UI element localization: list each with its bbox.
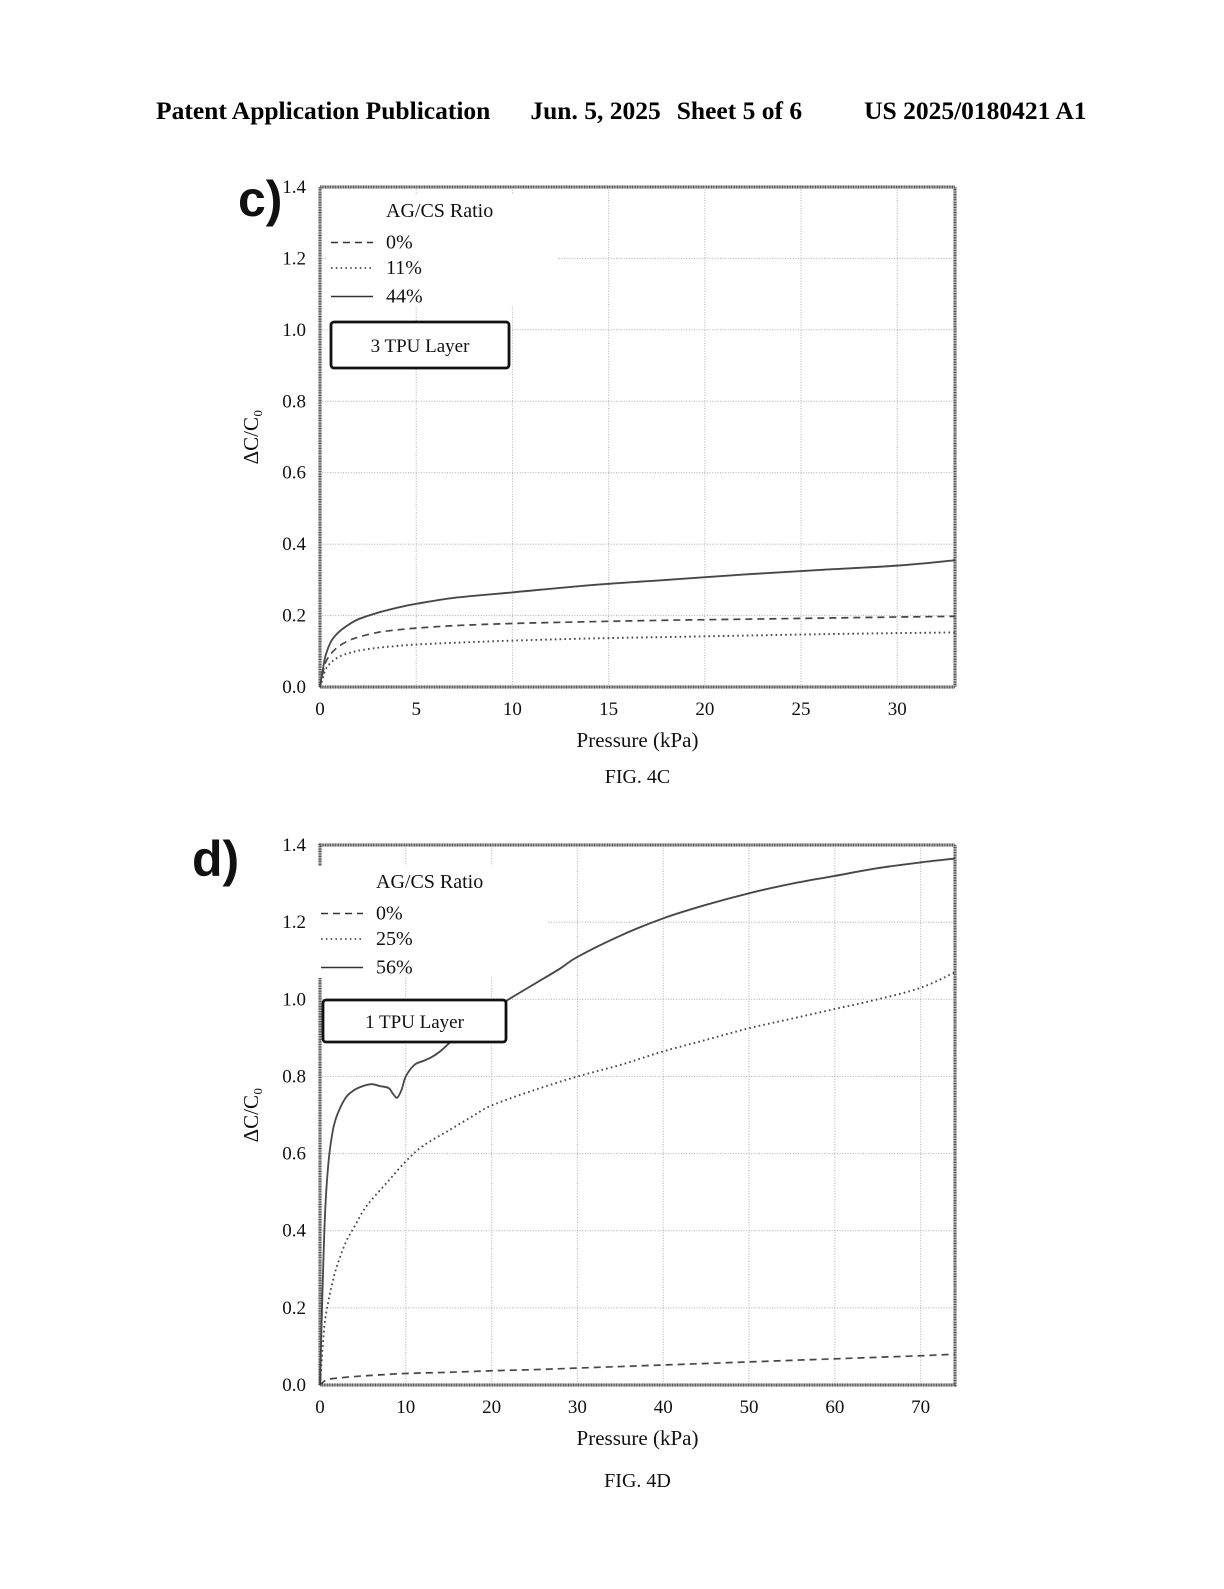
svg-text:AG/CS Ratio: AG/CS Ratio — [376, 871, 483, 893]
svg-text:1.0: 1.0 — [282, 989, 306, 1010]
svg-text:0.8: 0.8 — [282, 1066, 306, 1087]
svg-text:1.2: 1.2 — [282, 912, 306, 933]
svg-text:56%: 56% — [376, 957, 413, 979]
svg-text:FIG. 4D: FIG. 4D — [604, 1470, 671, 1492]
svg-text:0.6: 0.6 — [282, 1144, 306, 1165]
svg-text:0.4: 0.4 — [282, 1221, 306, 1242]
svg-text:60: 60 — [825, 1397, 844, 1418]
svg-text:25%: 25% — [376, 928, 413, 950]
svg-text:70: 70 — [911, 1397, 930, 1418]
svg-text:10: 10 — [396, 1397, 415, 1418]
svg-text:1 TPU Layer: 1 TPU Layer — [365, 1012, 465, 1033]
svg-text:30: 30 — [568, 1397, 587, 1418]
svg-text:0: 0 — [315, 1397, 325, 1418]
svg-text:50: 50 — [740, 1397, 759, 1418]
svg-text:1.4: 1.4 — [282, 835, 306, 856]
svg-text:0.2: 0.2 — [282, 1298, 306, 1319]
svg-text:0.0: 0.0 — [282, 1375, 306, 1396]
svg-text:ΔC/C₀: ΔC/C₀ — [239, 1088, 263, 1143]
svg-text:40: 40 — [654, 1397, 673, 1418]
svg-text:0%: 0% — [376, 903, 403, 925]
svg-text:Pressure (kPa): Pressure (kPa) — [577, 1426, 699, 1450]
svg-text:20: 20 — [482, 1397, 501, 1418]
